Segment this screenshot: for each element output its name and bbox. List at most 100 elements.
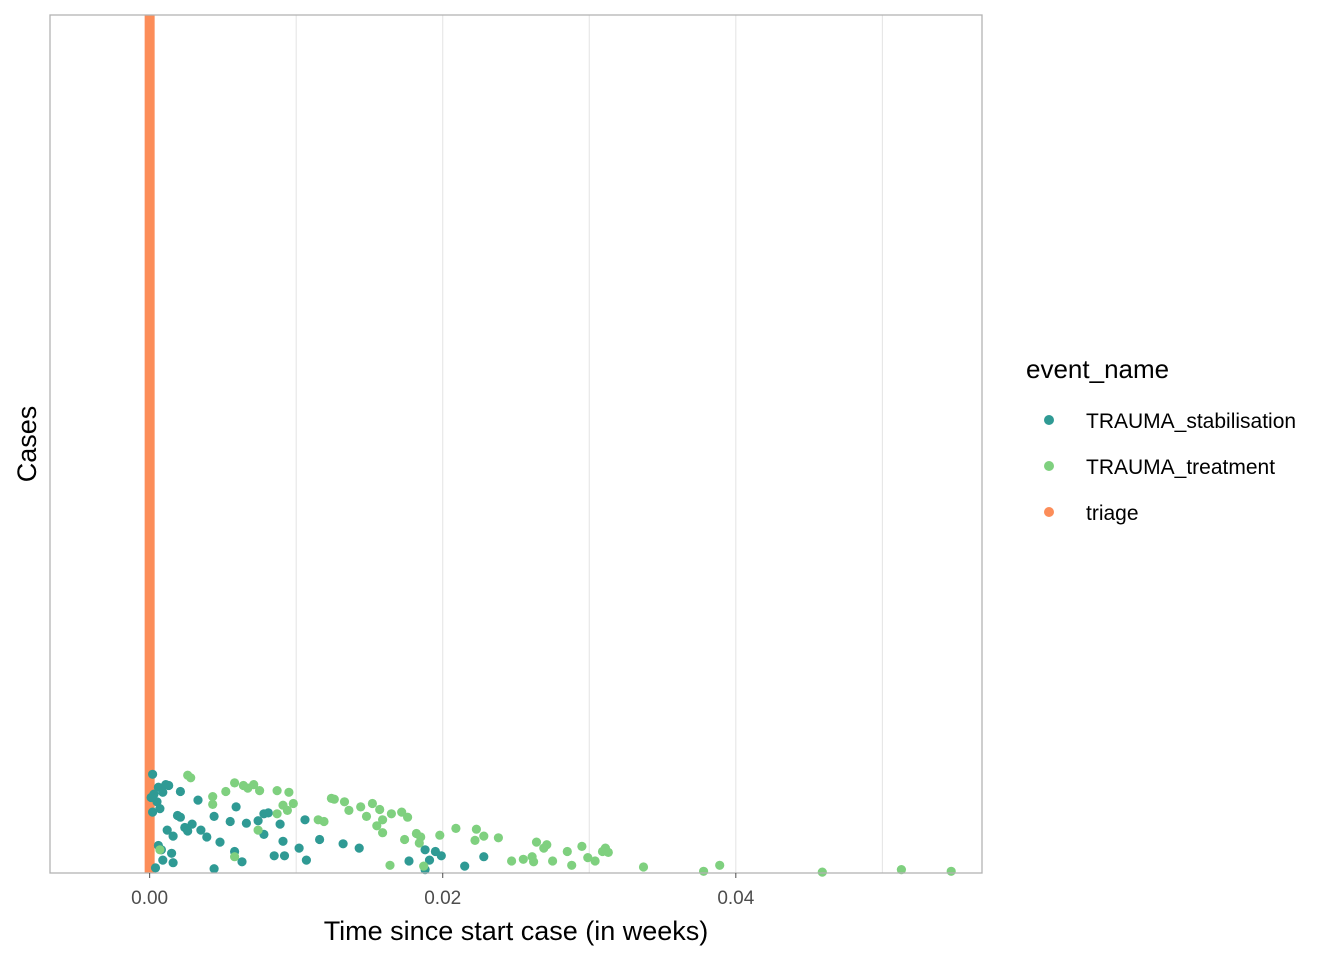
trauma-stabilisation-point — [241, 818, 251, 828]
trauma-treatment-point — [155, 845, 165, 855]
trauma-stabilisation-point — [215, 837, 225, 847]
trauma-stabilisation-point — [294, 843, 304, 853]
trauma-treatment-point — [539, 843, 549, 853]
trauma-treatment-point — [255, 786, 265, 796]
trauma-treatment-point — [603, 847, 613, 858]
trauma-stabilisation-point — [183, 826, 193, 836]
trauma-stabilisation-point — [404, 856, 414, 866]
trauma-treatment-point — [378, 828, 388, 838]
trauma-stabilisation-point — [187, 819, 197, 829]
trauma-treatment-point — [638, 862, 649, 872]
trauma-stabilisation-point — [424, 855, 435, 865]
trauma-treatment-point — [896, 865, 907, 875]
trauma-treatment-point — [329, 794, 339, 804]
trauma-stabilisation-point — [158, 855, 168, 865]
trauma-stabilisation-point — [148, 769, 158, 779]
trauma-treatment-point — [518, 854, 528, 864]
trauma-treatment-point — [471, 824, 481, 834]
trauma-treatment-point — [590, 856, 600, 866]
trauma-stabilisation-point — [155, 804, 165, 814]
legend-key-trauma-treatment — [1044, 461, 1054, 471]
x-tick-label: 0.04 — [717, 888, 754, 909]
trauma-treatment-point — [238, 780, 248, 791]
trauma-stabilisation-point — [420, 845, 430, 855]
points-layer — [146, 769, 956, 877]
trauma-treatment-point — [367, 798, 377, 809]
trauma-treatment-point — [361, 811, 372, 822]
trauma-stabilisation-point — [209, 864, 219, 874]
x-axis-title: Time since start case (in weeks) — [324, 916, 709, 946]
trauma-treatment-point — [186, 773, 196, 783]
trauma-treatment-point — [221, 786, 231, 797]
trauma-treatment-point — [435, 830, 445, 840]
plot-panel-border — [49, 14, 983, 874]
trauma-treatment-point — [583, 853, 593, 863]
trauma-treatment-point — [386, 809, 396, 819]
trauma-stabilisation-point — [338, 839, 348, 849]
trauma-stabilisation-point — [175, 786, 185, 797]
trauma-stabilisation-point — [196, 825, 206, 835]
trauma-treatment-point — [470, 835, 480, 846]
trauma-stabilisation-point — [354, 843, 364, 853]
trauma-treatment-point — [699, 866, 709, 876]
plot-panel-background — [50, 15, 982, 873]
legend-title: event_name — [1026, 354, 1169, 384]
trauma-treatment-point — [562, 846, 572, 857]
trauma-stabilisation-point — [150, 863, 161, 873]
x-tick-label: 0.00 — [131, 888, 168, 909]
trauma-treatment-point — [253, 825, 263, 835]
trauma-treatment-point — [548, 856, 558, 866]
legend-key-triage — [1044, 507, 1054, 517]
legend-label: triage — [1086, 502, 1139, 525]
trauma-stabilisation-point — [209, 811, 219, 822]
trauma-stabilisation-point — [162, 825, 172, 835]
trauma-stabilisation-point — [164, 780, 174, 791]
trauma-stabilisation-point — [278, 836, 288, 846]
trauma-stabilisation-point — [237, 857, 247, 867]
trauma-stabilisation-point — [460, 861, 470, 871]
trauma-treatment-point — [946, 866, 956, 876]
trauma-treatment-point — [319, 816, 329, 827]
legend-label: TRAUMA_treatment — [1086, 456, 1275, 479]
trauma-stabilisation-point — [175, 812, 185, 822]
x-tick-label: 0.02 — [424, 888, 461, 909]
trauma-stabilisation-point — [146, 792, 156, 803]
trauma-treatment-point — [577, 841, 587, 852]
trauma-stabilisation-point — [275, 819, 285, 829]
trauma-treatment-point — [403, 812, 413, 822]
trauma-treatment-point — [493, 833, 503, 843]
trauma-treatment-point — [817, 867, 827, 877]
x-axis-ticks: 0.00 0.02 0.04 — [131, 873, 755, 909]
trauma-stabilisation-point — [479, 852, 489, 862]
trauma-stabilisation-point — [202, 832, 212, 842]
trauma-treatment-point — [288, 798, 298, 809]
trauma-stabilisation-point — [168, 858, 178, 868]
trauma-stabilisation-point — [300, 815, 310, 825]
trauma-treatment-point — [208, 799, 218, 810]
triage-series — [144, 15, 155, 873]
trauma-treatment-point — [344, 805, 354, 816]
trauma-treatment-point — [249, 780, 259, 790]
legend-key-trauma-stabilisation — [1044, 415, 1054, 425]
y-axis-title: Cases — [12, 406, 42, 483]
trauma-treatment-point — [715, 860, 725, 870]
trauma-stabilisation-point — [301, 855, 311, 865]
trauma-treatment-point — [378, 815, 388, 825]
trauma-stabilisation-point — [231, 802, 241, 812]
trauma-stabilisation-point — [167, 848, 177, 858]
trauma-treatment-point — [284, 787, 294, 797]
trauma-treatment-point — [372, 821, 382, 831]
trauma-treatment-point — [282, 805, 292, 816]
trauma-treatment-point — [272, 809, 282, 819]
trauma-stabilisation-point — [158, 787, 168, 797]
triage-point-column — [144, 15, 155, 873]
legend-items: TRAUMA_stabilisation TRAUMA_treatmenttria… — [1044, 410, 1296, 525]
trauma-treatment-point — [375, 804, 385, 815]
trauma-treatment-point — [529, 857, 539, 867]
legend: event_name TRAUMA_stabilisation TRAUMA_tr… — [1026, 354, 1296, 525]
trauma-treatment-point — [385, 860, 395, 870]
trauma-treatment-point — [230, 852, 240, 862]
trauma-stabilisation-point — [315, 834, 325, 845]
trauma-stabilisation-point — [269, 851, 279, 861]
